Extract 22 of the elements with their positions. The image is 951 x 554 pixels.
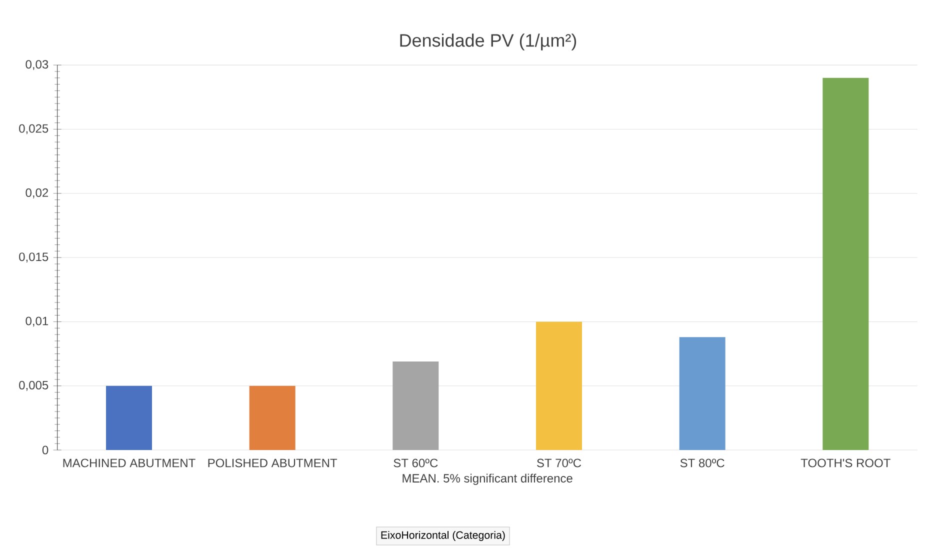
bar	[536, 322, 582, 450]
bar	[822, 78, 869, 450]
y-tick-label: 0	[42, 446, 48, 454]
y-tick-label: 0,02	[26, 188, 48, 198]
y-tick-label: 0,03	[26, 60, 48, 70]
x-tick-label: MACHINED ABUTMENT	[63, 458, 196, 468]
x-tick-label: ST 80ºC	[680, 458, 724, 468]
text: EixoHorizontal (Categoria)	[381, 531, 505, 541]
bar	[106, 386, 152, 450]
chart-title: Densidade PV (1/µm²)	[400, 34, 576, 50]
x-tick-label: ST 70ºC	[537, 458, 582, 468]
y-tick-label: 0,015	[19, 252, 48, 262]
x-tick-label: ST 60ºC	[394, 458, 438, 468]
bar	[679, 337, 726, 450]
y-tick-label: 0,01	[26, 316, 48, 327]
x-tick-label: TOOTH'S ROOT	[800, 458, 890, 468]
y-tick-label: 0,025	[19, 124, 48, 134]
x-tick-label: POLISHED ABUTMENT	[208, 458, 338, 468]
bar	[392, 361, 439, 450]
bar	[249, 386, 296, 450]
x-axis-title: MEAN. 5% significant difference	[402, 474, 572, 485]
y-tick-label: 0,005	[19, 380, 48, 391]
